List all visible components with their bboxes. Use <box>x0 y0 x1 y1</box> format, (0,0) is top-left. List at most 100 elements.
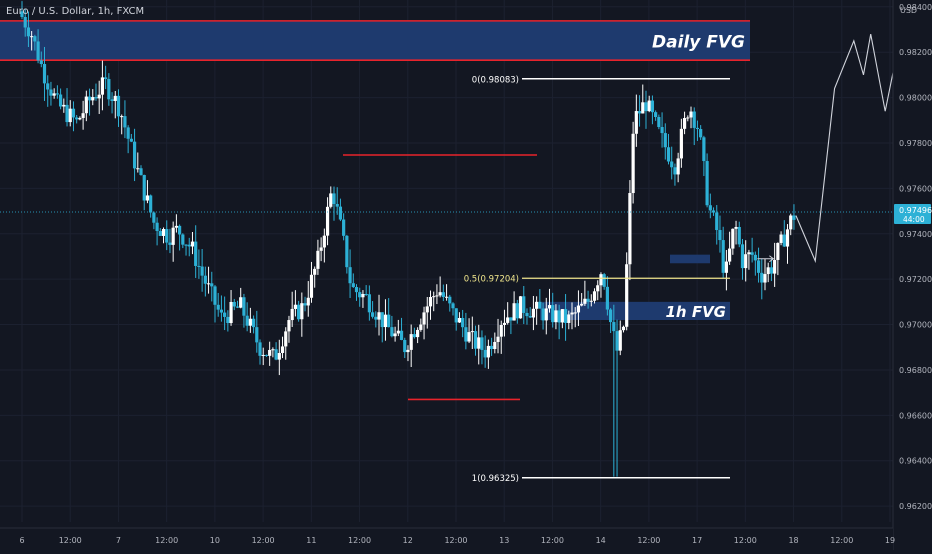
candle <box>354 284 359 301</box>
candle <box>235 300 240 309</box>
time-tick-label: 12:00 <box>444 536 467 545</box>
candle <box>277 339 281 376</box>
candle-body <box>158 231 162 236</box>
candle <box>692 107 696 146</box>
candle <box>75 114 79 124</box>
candle-body <box>625 264 629 327</box>
candle-body <box>547 305 552 309</box>
projection-path <box>795 33 910 507</box>
candle-body <box>480 337 484 350</box>
candle <box>364 285 368 296</box>
candle-body <box>747 252 751 255</box>
candle <box>113 91 117 119</box>
candle-body <box>686 117 690 119</box>
candle-body <box>52 93 56 96</box>
candle <box>621 325 626 333</box>
candle <box>515 299 519 324</box>
candle <box>248 307 252 333</box>
candle <box>480 330 484 365</box>
candle-body <box>329 193 333 207</box>
candle-body <box>776 242 780 260</box>
price-tick-label: 0.97200 <box>899 275 932 284</box>
candle-body <box>210 283 214 287</box>
candle-body <box>576 305 581 313</box>
candle-body <box>641 102 645 114</box>
candle <box>580 293 584 307</box>
candle-body <box>258 342 262 356</box>
time-tick-label: 18 <box>788 536 798 545</box>
candle-body <box>71 108 76 118</box>
candle-body <box>58 94 63 107</box>
candle <box>251 315 256 334</box>
candle <box>97 80 101 114</box>
candle-body <box>557 310 561 323</box>
candle <box>87 88 92 116</box>
candle-body <box>602 274 606 287</box>
time-tick-label: 12 <box>403 536 413 545</box>
candle-body <box>660 127 664 134</box>
candle <box>245 302 249 332</box>
candle <box>560 309 564 329</box>
candle <box>171 221 175 262</box>
candle-body <box>438 292 442 296</box>
candle-body <box>200 266 204 276</box>
candle <box>181 233 185 249</box>
candle <box>509 317 513 335</box>
candle <box>473 325 478 356</box>
candle <box>358 287 362 307</box>
candle-body <box>387 314 391 328</box>
candle <box>261 347 265 366</box>
time-axis[interactable]: 6 12:00 7 12:00 10 12:00 11 12:00 12 12:00 13 12:00… <box>0 527 895 550</box>
candle <box>107 73 111 106</box>
candle <box>322 228 326 263</box>
candle <box>493 332 497 354</box>
candle-body <box>239 297 243 308</box>
candle-body <box>551 305 555 323</box>
candle-body <box>467 332 471 342</box>
candle <box>625 252 629 331</box>
candle <box>203 266 207 297</box>
candle <box>213 285 217 323</box>
candle-body <box>715 212 719 231</box>
candle-body <box>377 312 381 320</box>
candle <box>293 290 297 317</box>
candle-body <box>596 285 600 292</box>
candle <box>502 309 507 337</box>
candle <box>554 304 558 330</box>
levels: 0(0.98083) 0.5(0.97204) 1(0.96325) <box>0 75 893 484</box>
current-price-badge <box>894 203 931 224</box>
candle-body <box>425 306 429 313</box>
candle-body <box>544 308 548 321</box>
candle-body <box>531 308 536 318</box>
candle <box>737 221 741 248</box>
candle <box>599 272 603 298</box>
candle <box>609 308 613 334</box>
candle-body <box>756 260 761 273</box>
price-tick-label: 0.96800 <box>899 366 932 375</box>
time-tick-label: 12:00 <box>252 536 275 545</box>
candle <box>724 249 728 291</box>
candle <box>71 101 76 132</box>
candle <box>682 111 687 135</box>
candle-body <box>766 267 770 275</box>
candle <box>174 214 178 233</box>
candle-body <box>580 303 584 306</box>
candle-body <box>721 240 725 273</box>
candle <box>78 116 82 121</box>
candle-body <box>287 320 291 332</box>
candle <box>576 290 581 327</box>
candle <box>666 133 671 165</box>
candle <box>676 152 680 183</box>
candle <box>785 224 790 264</box>
candle-body <box>91 97 95 101</box>
candle-body <box>335 204 339 207</box>
candle <box>300 292 304 337</box>
candle-body <box>419 324 423 330</box>
candle <box>184 244 188 256</box>
candle-body <box>223 312 227 317</box>
candle-body <box>631 133 635 194</box>
candle <box>444 284 449 301</box>
